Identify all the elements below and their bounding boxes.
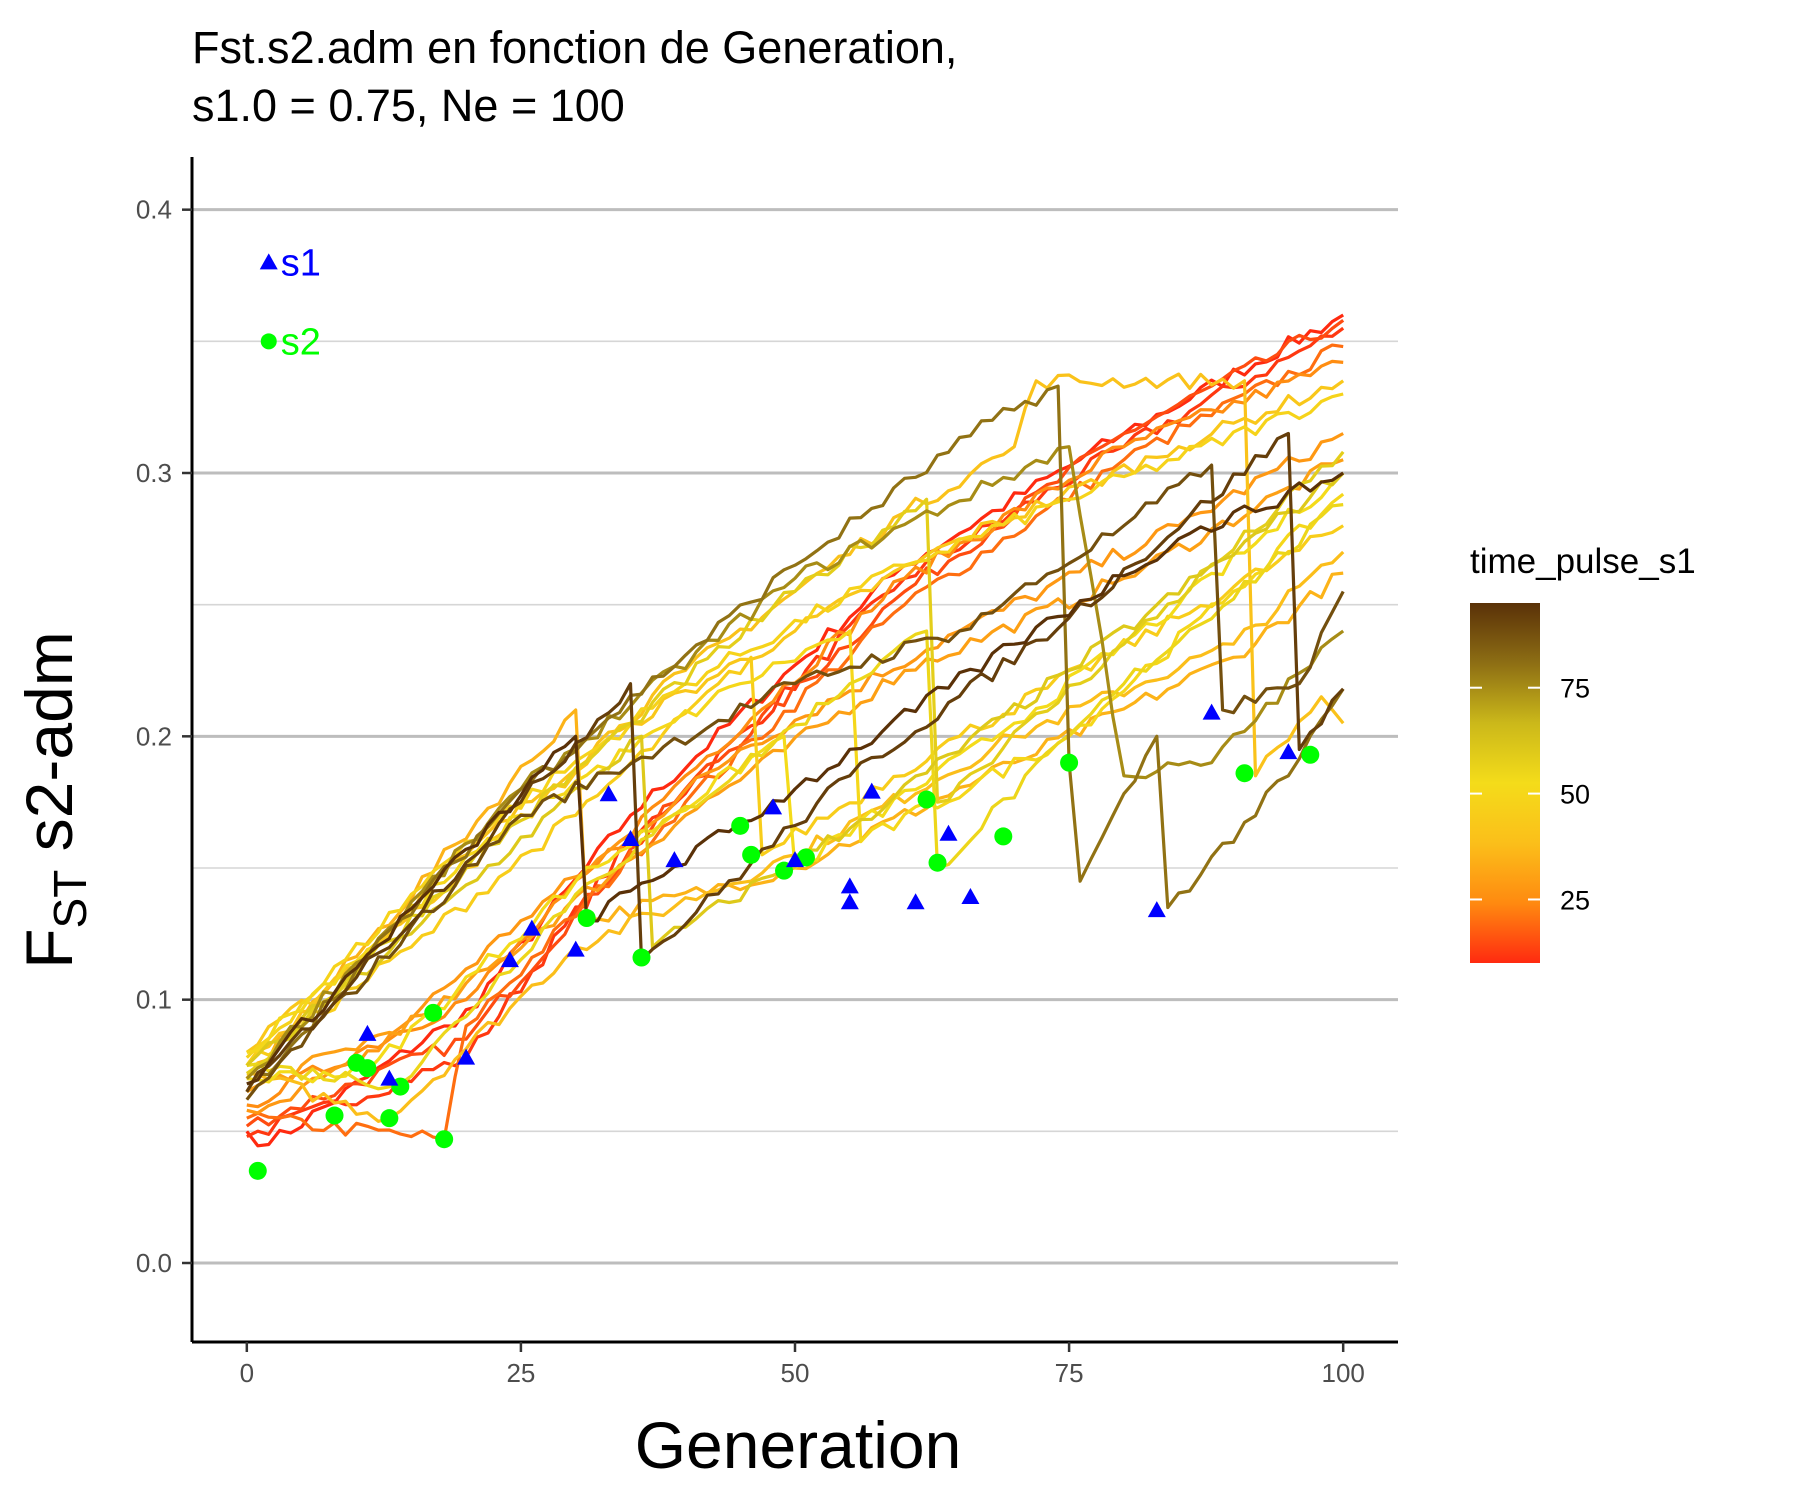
- s2-marker: [928, 853, 947, 872]
- chart-title-line-2: s1.0 = 0.75, Ne = 100: [192, 80, 625, 131]
- legend-title: time_pulse_s1: [1470, 542, 1696, 581]
- series-line: [245, 458, 1344, 1094]
- x-tick-label: 0: [240, 1358, 254, 1388]
- s1-marker: [840, 877, 859, 894]
- legend-tick-label: 75: [1560, 674, 1590, 704]
- s2-marker: [358, 1059, 377, 1078]
- s1-marker: [522, 919, 541, 936]
- series-line: [246, 432, 1344, 1115]
- y-axis-title-rest: s2-adm: [12, 631, 86, 869]
- annotation-s2-marker: [260, 333, 277, 350]
- legend-ticks: 25 50 75: [1470, 674, 1590, 915]
- s2-marker: [796, 848, 815, 867]
- s1-marker: [764, 798, 783, 815]
- s1-marker: [840, 893, 859, 910]
- s1-marker: [1279, 743, 1298, 760]
- x-tick-label: 75: [1055, 1358, 1084, 1388]
- s1-marker: [862, 782, 881, 799]
- s2-marker: [994, 827, 1013, 846]
- y-axis-title-main: F: [12, 928, 86, 968]
- y-tick-label: 0.1: [136, 985, 172, 1015]
- markers: [248, 703, 1320, 1180]
- s2-marker: [1060, 753, 1079, 772]
- series-line: [245, 392, 1344, 1059]
- series-line: [246, 343, 1344, 1141]
- series-line: [245, 384, 1345, 1093]
- y-axis-title: FST s2-adm: [12, 631, 96, 969]
- s1-marker: [599, 785, 618, 802]
- chart-title-line-1: Fst.s2.adm en fonction de Generation,: [192, 22, 958, 73]
- legend-tick-label: 50: [1560, 780, 1590, 810]
- legend-colorbar: [1470, 603, 1540, 963]
- x-axis-title: Generation: [635, 1408, 962, 1482]
- s2-marker: [742, 845, 761, 864]
- svg-text:FST s2-adm: FST s2-adm: [12, 631, 96, 969]
- axes: 0.0 0.1 0.2 0.3 0.4 0 25 50 75 100: [136, 157, 1398, 1388]
- series-line: [245, 379, 1345, 1054]
- series-line: [246, 326, 1345, 1139]
- s2-marker: [424, 1003, 443, 1022]
- series-line: [245, 471, 1345, 1067]
- s1-marker: [786, 851, 804, 868]
- series-line: [245, 450, 1345, 1075]
- s2-marker: [1301, 745, 1320, 764]
- series-line: [245, 445, 1345, 1080]
- s2-marker: [435, 1130, 454, 1149]
- s1-marker: [457, 1048, 476, 1065]
- series-line: [246, 503, 1344, 1091]
- x-tick-label: 100: [1321, 1358, 1364, 1388]
- s2-marker: [380, 1109, 399, 1128]
- s1-marker: [939, 824, 958, 841]
- s2-marker: [325, 1106, 344, 1125]
- x-tick-label: 25: [506, 1358, 535, 1388]
- s1-marker: [380, 1069, 399, 1086]
- y-axis-title-subscript: ST: [44, 870, 96, 929]
- annotation-label: s2: [281, 321, 321, 363]
- legend-tick-label: 25: [1560, 885, 1590, 915]
- color-legend: time_pulse_s1 25 50 75: [1470, 542, 1696, 963]
- s1-marker: [665, 851, 684, 868]
- s2-marker: [577, 909, 596, 928]
- series-line: [246, 550, 1345, 1123]
- s1-marker: [358, 1024, 377, 1041]
- annotation-label: s1: [281, 242, 321, 284]
- s1-marker: [500, 951, 519, 968]
- s2-marker: [248, 1161, 267, 1180]
- series-line: [245, 319, 1345, 1128]
- series-line: [245, 463, 1345, 1101]
- annotation-s1-marker: [259, 253, 278, 270]
- series-line: [245, 524, 1345, 1067]
- series-line: [245, 431, 1345, 1093]
- s2-marker: [1235, 764, 1254, 783]
- s2-marker: [632, 948, 651, 967]
- s1-marker: [906, 893, 925, 910]
- s1-marker: [566, 940, 585, 957]
- s1-marker: [961, 887, 980, 904]
- x-tick-label: 50: [781, 1358, 810, 1388]
- s1-marker: [1202, 703, 1221, 720]
- series-line: [246, 471, 1345, 1086]
- s1-marker: [621, 830, 640, 847]
- s2-marker: [731, 816, 750, 835]
- y-tick-label: 0.4: [136, 195, 172, 225]
- y-tick-label: 0.0: [136, 1248, 172, 1278]
- annotations: s1 s2: [259, 242, 321, 363]
- series-line: [245, 313, 1345, 1148]
- y-tick-label: 0.2: [136, 721, 172, 751]
- y-tick-label: 0.3: [136, 458, 172, 488]
- s1-marker: [1147, 901, 1166, 918]
- series-lines: [245, 313, 1345, 1148]
- s2-marker: [917, 790, 936, 809]
